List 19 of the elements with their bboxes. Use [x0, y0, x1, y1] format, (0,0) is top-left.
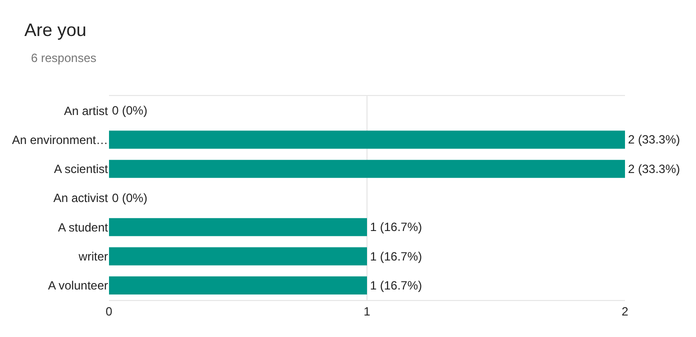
data-label: 0 (0%) — [112, 104, 148, 118]
y-tick-label: An activist — [53, 191, 109, 206]
data-label: 1 (16.7%) — [370, 220, 422, 234]
chart-subtitle: 6 responses — [31, 51, 96, 65]
data-label: 2 (33.3%) — [628, 132, 680, 147]
data-label: 1 (16.7%) — [370, 249, 422, 264]
y-tick-label: A scientist — [54, 162, 109, 176]
y-tick-label: A student — [58, 220, 109, 234]
y-tick-label: A volunteer — [48, 278, 108, 293]
y-tick-label: writer — [78, 249, 108, 264]
data-label: 0 (0%) — [112, 191, 148, 205]
x-tick-label: 2 — [622, 304, 629, 318]
chart-title: Are you — [24, 20, 86, 40]
y-tick-label: An artist — [64, 104, 109, 118]
data-label: 2 (33.3%) — [628, 162, 680, 176]
y-tick-label: An environment… — [12, 132, 108, 147]
x-tick-label: 1 — [364, 304, 371, 318]
x-tick-label: 0 — [106, 304, 113, 318]
data-label: 1 (16.7%) — [370, 278, 422, 292]
